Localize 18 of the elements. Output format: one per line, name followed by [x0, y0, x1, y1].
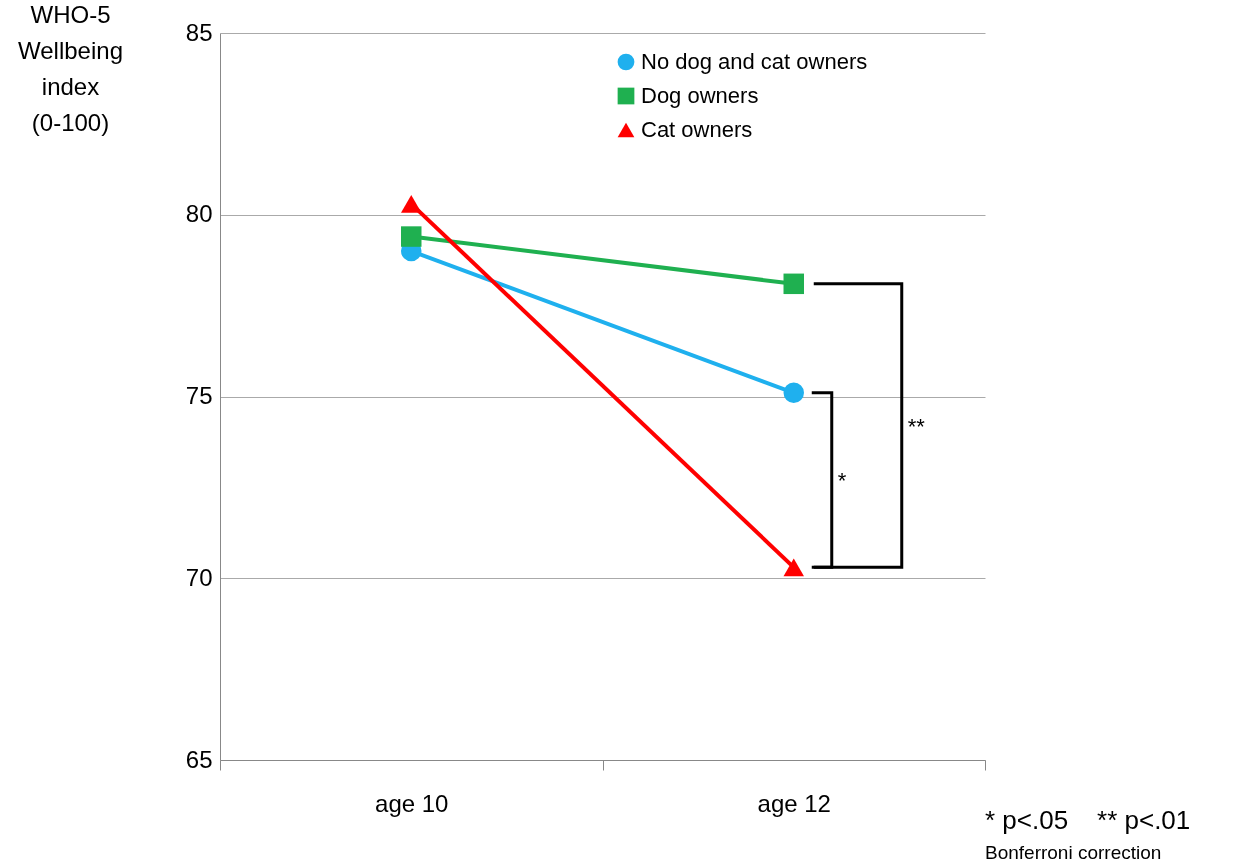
- y-tick-label: 65: [185, 745, 213, 773]
- x-tick-label: age 12: [757, 789, 831, 817]
- annotation: *: [837, 468, 847, 494]
- legend-label: Cat owners: [641, 117, 753, 142]
- legend-label: No dog and cat owners: [641, 49, 868, 74]
- y-tick-label: 75: [185, 382, 213, 409]
- legend-label: Dog owners: [641, 83, 759, 108]
- annotation: **: [907, 413, 926, 439]
- y-tick-label: 70: [185, 563, 213, 591]
- text: Bonferroni correction: [985, 842, 1162, 864]
- point: [783, 382, 804, 404]
- y-tick-label: 85: [185, 18, 213, 46]
- text: * p<.05 ** p<.01: [985, 805, 1191, 836]
- point: [401, 226, 422, 247]
- y-tick-label: 80: [185, 200, 213, 228]
- point: [783, 273, 804, 295]
- x-tick-label: age 10: [375, 789, 449, 817]
- y-axis-title: WHO-5 Wellbeing index (0-100): [18, 0, 123, 136]
